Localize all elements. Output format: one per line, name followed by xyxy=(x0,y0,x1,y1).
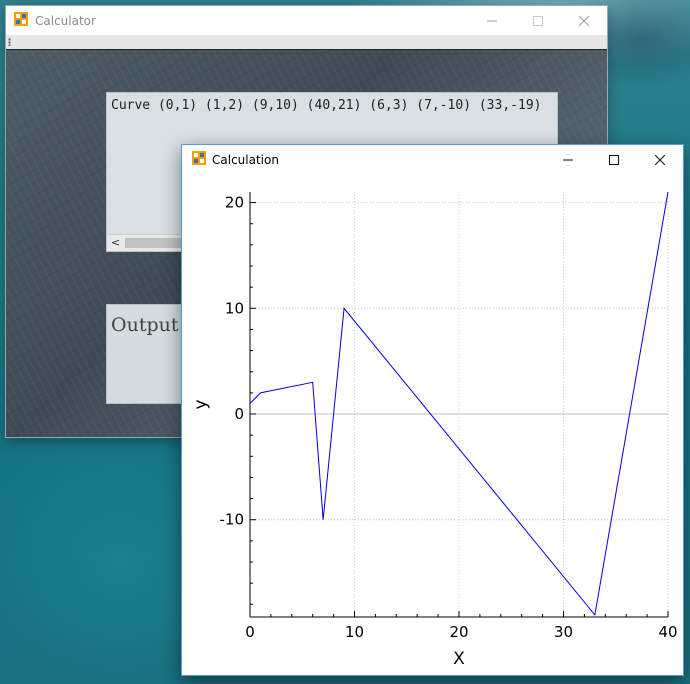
maximize-button[interactable] xyxy=(591,145,637,174)
maximize-button[interactable] xyxy=(515,6,561,35)
close-button[interactable] xyxy=(637,145,683,174)
series-line xyxy=(249,191,669,617)
y-tick-label: 10 xyxy=(225,299,244,317)
y-axis-title: y xyxy=(191,399,211,409)
grid xyxy=(250,192,669,617)
toolbar xyxy=(6,35,607,50)
minimize-button[interactable] xyxy=(469,6,515,35)
maximize-icon xyxy=(533,15,543,26)
x-tick-label: 0 xyxy=(245,623,255,641)
axes xyxy=(249,192,669,618)
y-tick-label: 0 xyxy=(234,405,244,423)
window-title: Calculator xyxy=(35,13,96,28)
y-tick-label: -10 xyxy=(220,511,245,529)
toolbar-grip-icon[interactable] xyxy=(8,38,11,46)
tick-labels: 0 10 20 30 40 20 10 0 -10 xyxy=(220,194,678,641)
calculation-titlebar: Calculation xyxy=(182,145,683,174)
minimize-button[interactable] xyxy=(545,145,591,174)
minimize-icon xyxy=(487,20,497,21)
y-tick-label: 20 xyxy=(225,194,244,212)
app-icon xyxy=(14,11,28,30)
output-label: Output xyxy=(111,314,179,336)
maximize-icon xyxy=(609,154,619,165)
scrollbar-thumb[interactable] xyxy=(125,238,185,248)
x-tick-label: 20 xyxy=(449,623,468,641)
close-button[interactable] xyxy=(561,6,607,35)
x-tick-label: 10 xyxy=(345,623,364,641)
app-icon xyxy=(192,150,206,169)
close-icon xyxy=(579,15,589,26)
x-axis-title: X xyxy=(453,649,465,669)
x-tick-label: 40 xyxy=(658,623,677,641)
calculation-window: Calculation 0 10 20 30 40 20 10 0 -10 X y xyxy=(181,144,684,676)
expression-text: Curve (0,1) (1,2) (9,10) (40,21) (6,3) (… xyxy=(111,98,542,113)
x-tick-label: 30 xyxy=(554,623,573,641)
window-title: Calculation xyxy=(212,152,279,167)
minimize-icon xyxy=(563,159,573,160)
close-icon xyxy=(655,154,665,165)
line-chart: 0 10 20 30 40 20 10 0 -10 X y xyxy=(191,191,678,669)
calculator-titlebar: Calculator xyxy=(6,6,607,35)
scroll-left-icon[interactable]: < xyxy=(111,236,121,249)
